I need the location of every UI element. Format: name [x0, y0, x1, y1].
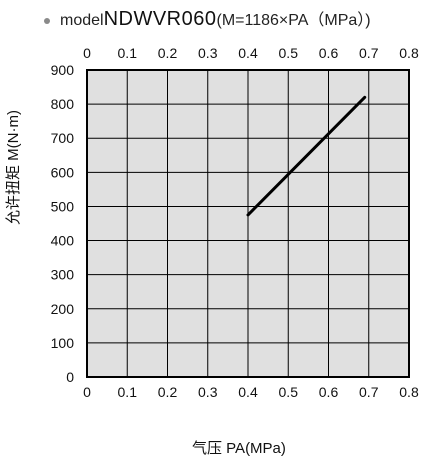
title-model: NDWVR060	[103, 8, 217, 30]
x-tick-label-top-7: 0.7	[359, 45, 379, 61]
x-tick-label-top-6: 0.6	[319, 45, 339, 61]
x-tick-label-top-1: 0.1	[118, 45, 138, 61]
x-tick-label-top-0: 0	[83, 45, 91, 61]
x-tick-label-top-8: 0.8	[399, 45, 419, 61]
y-tick-label-0: 0	[66, 369, 74, 385]
y-tick-label-8: 800	[51, 96, 75, 112]
y-tick-label-1: 100	[51, 335, 75, 351]
y-tick-label-5: 500	[51, 198, 75, 214]
y-tick-label-9: 900	[51, 62, 75, 78]
plot-frame	[86, 69, 410, 378]
x-tick-label-top-5: 0.5	[279, 45, 299, 61]
y-tick-label-6: 600	[51, 164, 75, 180]
chart-title: modelNDWVR060(M=1186×PA（MPa）)	[44, 6, 371, 31]
legend-bullet-icon	[44, 17, 50, 24]
x-tick-label-top-4: 0.4	[238, 45, 258, 61]
x-tick-label-bottom-6: 0.6	[319, 384, 339, 400]
x-tick-label-top-3: 0.3	[198, 45, 218, 61]
title-prefix: model	[60, 12, 104, 29]
x-tick-label-bottom-5: 0.5	[279, 384, 299, 400]
x-tick-label-bottom-3: 0.3	[198, 384, 218, 400]
y-axis-label: 允许扭矩 M(N·m)	[5, 110, 22, 225]
x-tick-label-bottom-8: 0.8	[399, 384, 419, 400]
x-tick-label-bottom-7: 0.7	[359, 384, 379, 400]
x-axis-label: 气压 PA(MPa)	[192, 440, 286, 457]
x-tick-label-bottom-0: 0	[83, 384, 91, 400]
series-line-0	[246, 95, 367, 217]
x-tick-label-bottom-1: 0.1	[118, 384, 138, 400]
y-tick-label-2: 200	[51, 301, 75, 317]
x-tick-label-bottom-2: 0.2	[158, 384, 178, 400]
y-tick-label-3: 300	[51, 267, 75, 283]
x-tick-label-bottom-4: 0.4	[238, 384, 258, 400]
y-tick-label-4: 400	[51, 233, 75, 249]
y-tick-label-7: 700	[51, 130, 75, 146]
title-formula: (M=1186×PA（MPa）)	[216, 12, 371, 29]
x-tick-label-top-2: 0.2	[158, 45, 178, 61]
